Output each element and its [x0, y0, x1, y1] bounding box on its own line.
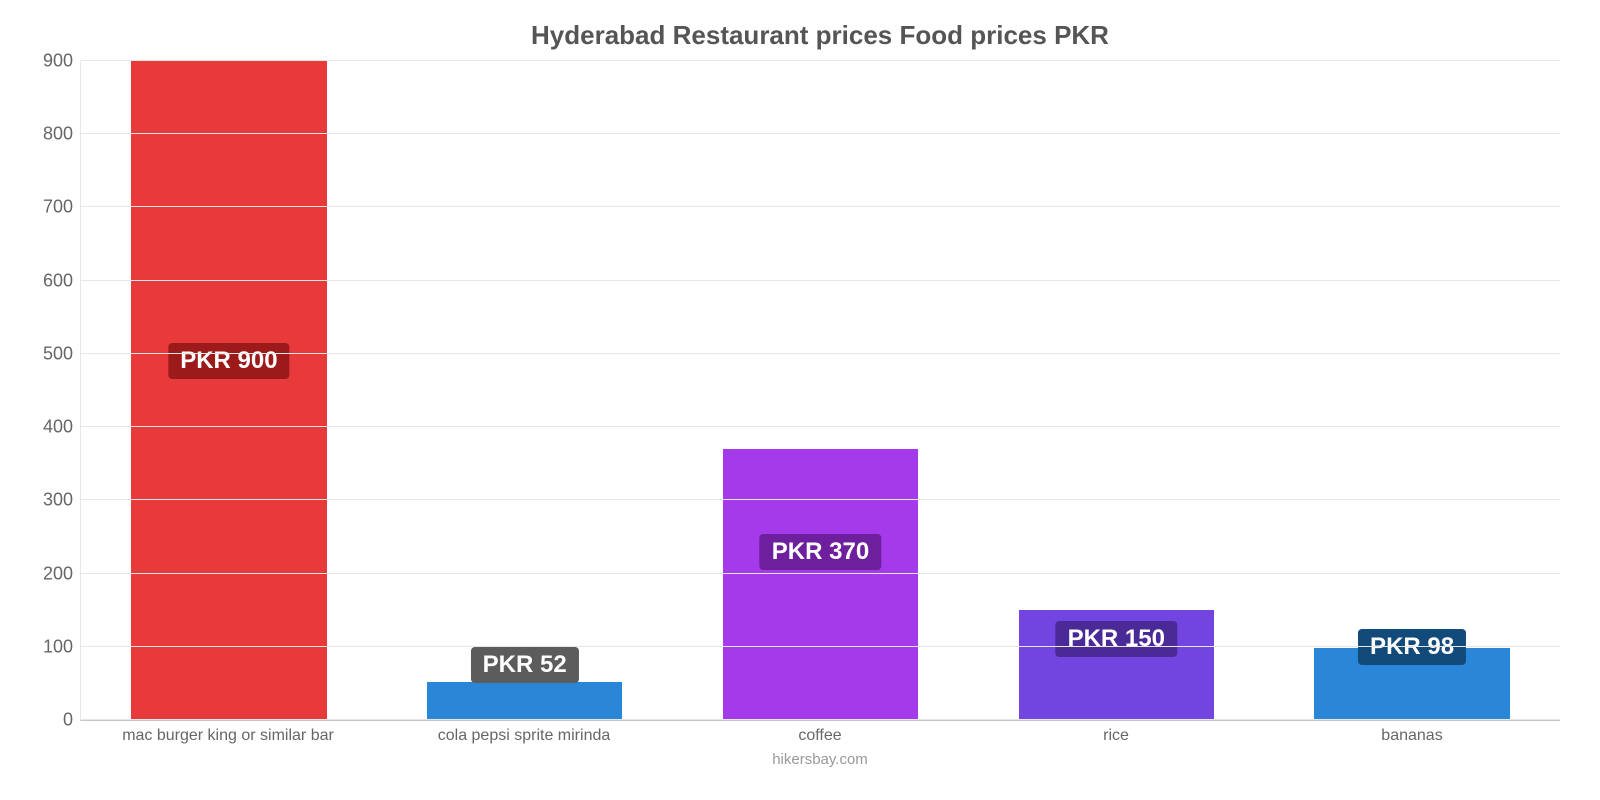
bar-slot: PKR 150: [968, 61, 1264, 720]
bar-cola: PKR 52: [427, 682, 622, 720]
x-label: rice: [968, 727, 1264, 745]
gridline: [81, 719, 1560, 720]
bar-slot: PKR 900: [81, 61, 377, 720]
y-tick-label: 200: [43, 563, 81, 584]
bar-slot: PKR 98: [1264, 61, 1560, 720]
bar-bananas: PKR 98: [1314, 648, 1509, 720]
x-label: coffee: [672, 727, 968, 745]
y-tick-label: 100: [43, 636, 81, 657]
gridline: [81, 353, 1560, 354]
x-axis-labels: mac burger king or similar bar cola peps…: [80, 727, 1560, 745]
bar-mac-burger: PKR 900: [131, 61, 326, 720]
y-tick-label: 600: [43, 270, 81, 291]
bars-row: PKR 900 PKR 52 PKR 370 PKR 150 P: [81, 61, 1560, 720]
gridline: [81, 60, 1560, 61]
gridline: [81, 499, 1560, 500]
y-tick-label: 700: [43, 197, 81, 218]
x-label: cola pepsi sprite mirinda: [376, 727, 672, 745]
x-label: bananas: [1264, 727, 1560, 745]
bar-rice: PKR 150: [1019, 610, 1214, 720]
gridline: [81, 206, 1560, 207]
y-tick-label: 400: [43, 417, 81, 438]
chart-title: Hyderabad Restaurant prices Food prices …: [80, 20, 1560, 51]
bar-slot: PKR 52: [377, 61, 673, 720]
attribution-text: hikersbay.com: [80, 751, 1560, 768]
gridline: [81, 133, 1560, 134]
y-tick-label: 900: [43, 51, 81, 72]
gridline: [81, 426, 1560, 427]
bar-slot: PKR 370: [673, 61, 969, 720]
gridline: [81, 646, 1560, 647]
gridline: [81, 280, 1560, 281]
y-tick-label: 800: [43, 124, 81, 145]
value-label: PKR 52: [471, 647, 579, 683]
value-label: PKR 150: [1056, 621, 1177, 657]
value-label: PKR 370: [760, 534, 881, 570]
x-label: mac burger king or similar bar: [80, 727, 376, 745]
y-tick-label: 300: [43, 490, 81, 511]
gridline: [81, 573, 1560, 574]
y-tick-label: 0: [63, 710, 81, 731]
plot-area: PKR 900 PKR 52 PKR 370 PKR 150 P: [80, 61, 1560, 721]
value-label: PKR 900: [168, 343, 289, 379]
chart-container: Hyderabad Restaurant prices Food prices …: [0, 0, 1600, 800]
y-tick-label: 500: [43, 343, 81, 364]
bar-coffee: PKR 370: [723, 449, 918, 720]
value-label: PKR 98: [1358, 629, 1466, 665]
